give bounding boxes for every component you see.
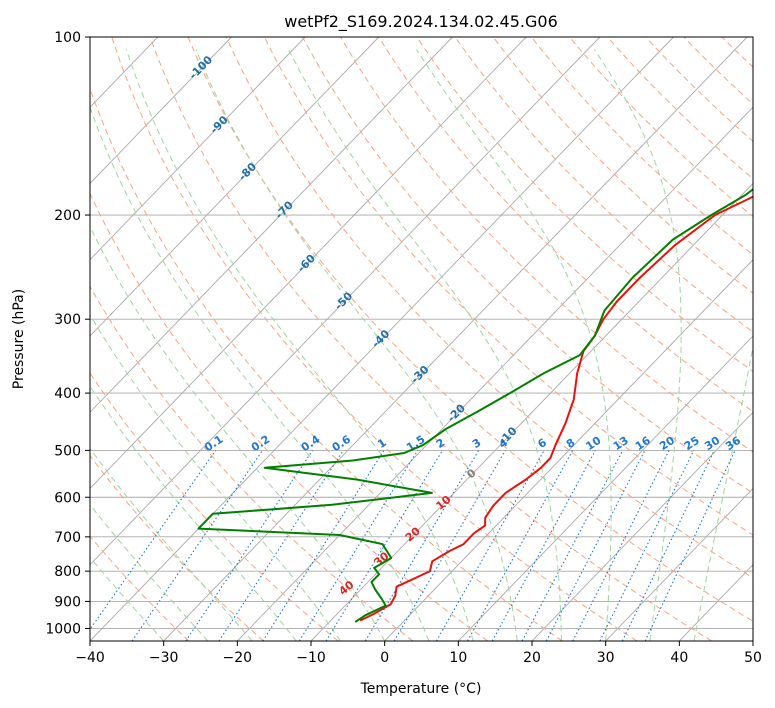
moist-adiabat-line <box>195 49 518 641</box>
y-tick-label: 600 <box>54 490 81 506</box>
dry-adiabat-line <box>90 87 563 641</box>
mixing-ratio-line <box>621 450 715 641</box>
mixing-ratio-line <box>644 450 736 641</box>
mixing-ratio-line <box>262 450 385 641</box>
isotherm-line <box>90 37 380 337</box>
x-axis-label: Temperature (°C) <box>360 681 482 697</box>
isotherm-line <box>384 259 753 641</box>
mixing-ratio-line <box>599 450 695 641</box>
y-tick-label: 800 <box>54 564 81 580</box>
y-tick-label: 200 <box>54 208 81 224</box>
moist-adiabat-line <box>90 313 341 641</box>
isotherm-line <box>0 37 10 641</box>
moist-adiabat-line <box>594 49 682 641</box>
moist-adiabat-line <box>416 49 612 641</box>
moist-adiabat-line <box>90 385 297 641</box>
dry-adiabat-line <box>111 37 638 641</box>
x-tick-label: −30 <box>149 650 179 666</box>
dry-adiabat-line <box>149 37 712 641</box>
dry-adiabat-line <box>90 372 339 641</box>
moist-adiabat-line <box>90 225 386 641</box>
x-tick-label: 30 <box>597 650 615 666</box>
plot-area <box>90 37 753 641</box>
dry-adiabat-line <box>760 37 775 641</box>
plot-frame <box>89 36 754 642</box>
mixing-ratio-line <box>298 450 419 641</box>
dry-adiabat-line <box>454 37 753 333</box>
isotherm-line <box>90 37 527 490</box>
isotherm-line <box>163 37 748 641</box>
moist-adiabat-line <box>90 105 430 641</box>
temperature-profile-line <box>359 195 753 622</box>
dry-adiabat-line <box>187 37 753 622</box>
isotherm-line <box>531 411 753 641</box>
isotherm-line <box>90 37 306 261</box>
isotherm-line <box>605 487 753 641</box>
mixing-ratio-line <box>131 450 263 641</box>
mixing-ratio-line <box>364 450 480 641</box>
moist-adiabat-line <box>90 447 253 641</box>
frame-layer <box>89 36 754 642</box>
y-tick-label: 100 <box>54 30 81 46</box>
dewpoint-profile-line <box>197 187 753 623</box>
mixing-ratio-line <box>435 450 545 641</box>
isotherm-line <box>90 37 674 641</box>
dry-adiabat-line <box>90 285 414 641</box>
chart-title: wetPf2_S169.2024.134.02.45.G06 <box>284 12 558 32</box>
moist-adiabat-line <box>125 49 474 641</box>
isotherm-line <box>237 106 753 641</box>
dry-adiabat-line <box>90 192 488 641</box>
x-tick-label: −10 <box>296 650 326 666</box>
mixing-ratio-line <box>393 450 506 641</box>
isotherm-line <box>90 37 453 413</box>
x-tick-label: 20 <box>523 650 541 666</box>
dry-adiabat-line <box>90 454 264 641</box>
x-tick-label: 0 <box>380 650 389 666</box>
isotherm-line <box>90 37 601 566</box>
y-tick-label: 1000 <box>45 621 81 637</box>
y-tick-label: 500 <box>54 443 81 459</box>
isotherm-line <box>752 640 753 641</box>
mixing-ratio-line <box>491 450 596 641</box>
y-tick-label: 300 <box>54 312 81 328</box>
mixing-ratio-line <box>467 450 574 641</box>
moist-adiabat-line <box>288 49 562 641</box>
y-tick-label: 700 <box>54 530 81 546</box>
y-axis-label: Pressure (hPa) <box>11 289 27 389</box>
x-tick-label: 40 <box>670 650 688 666</box>
x-tick-label: 50 <box>744 650 762 666</box>
y-tick-label: 900 <box>54 594 81 610</box>
x-tick-label: −40 <box>75 650 105 666</box>
moist-adiabat-line <box>693 344 753 641</box>
mixing-ratio-line <box>325 450 443 641</box>
x-tick-label: 10 <box>449 650 467 666</box>
isotherm-line <box>90 37 232 185</box>
tick-layer: −40 −30 −20 −10 0 10 20 30 40 50 100 200 300 400 500 60… <box>45 30 762 666</box>
mixing-ratio-line <box>90 450 217 631</box>
x-tick-label: −20 <box>223 650 253 666</box>
dry-adiabat-line <box>492 37 753 294</box>
y-tick-label: 400 <box>54 386 81 402</box>
